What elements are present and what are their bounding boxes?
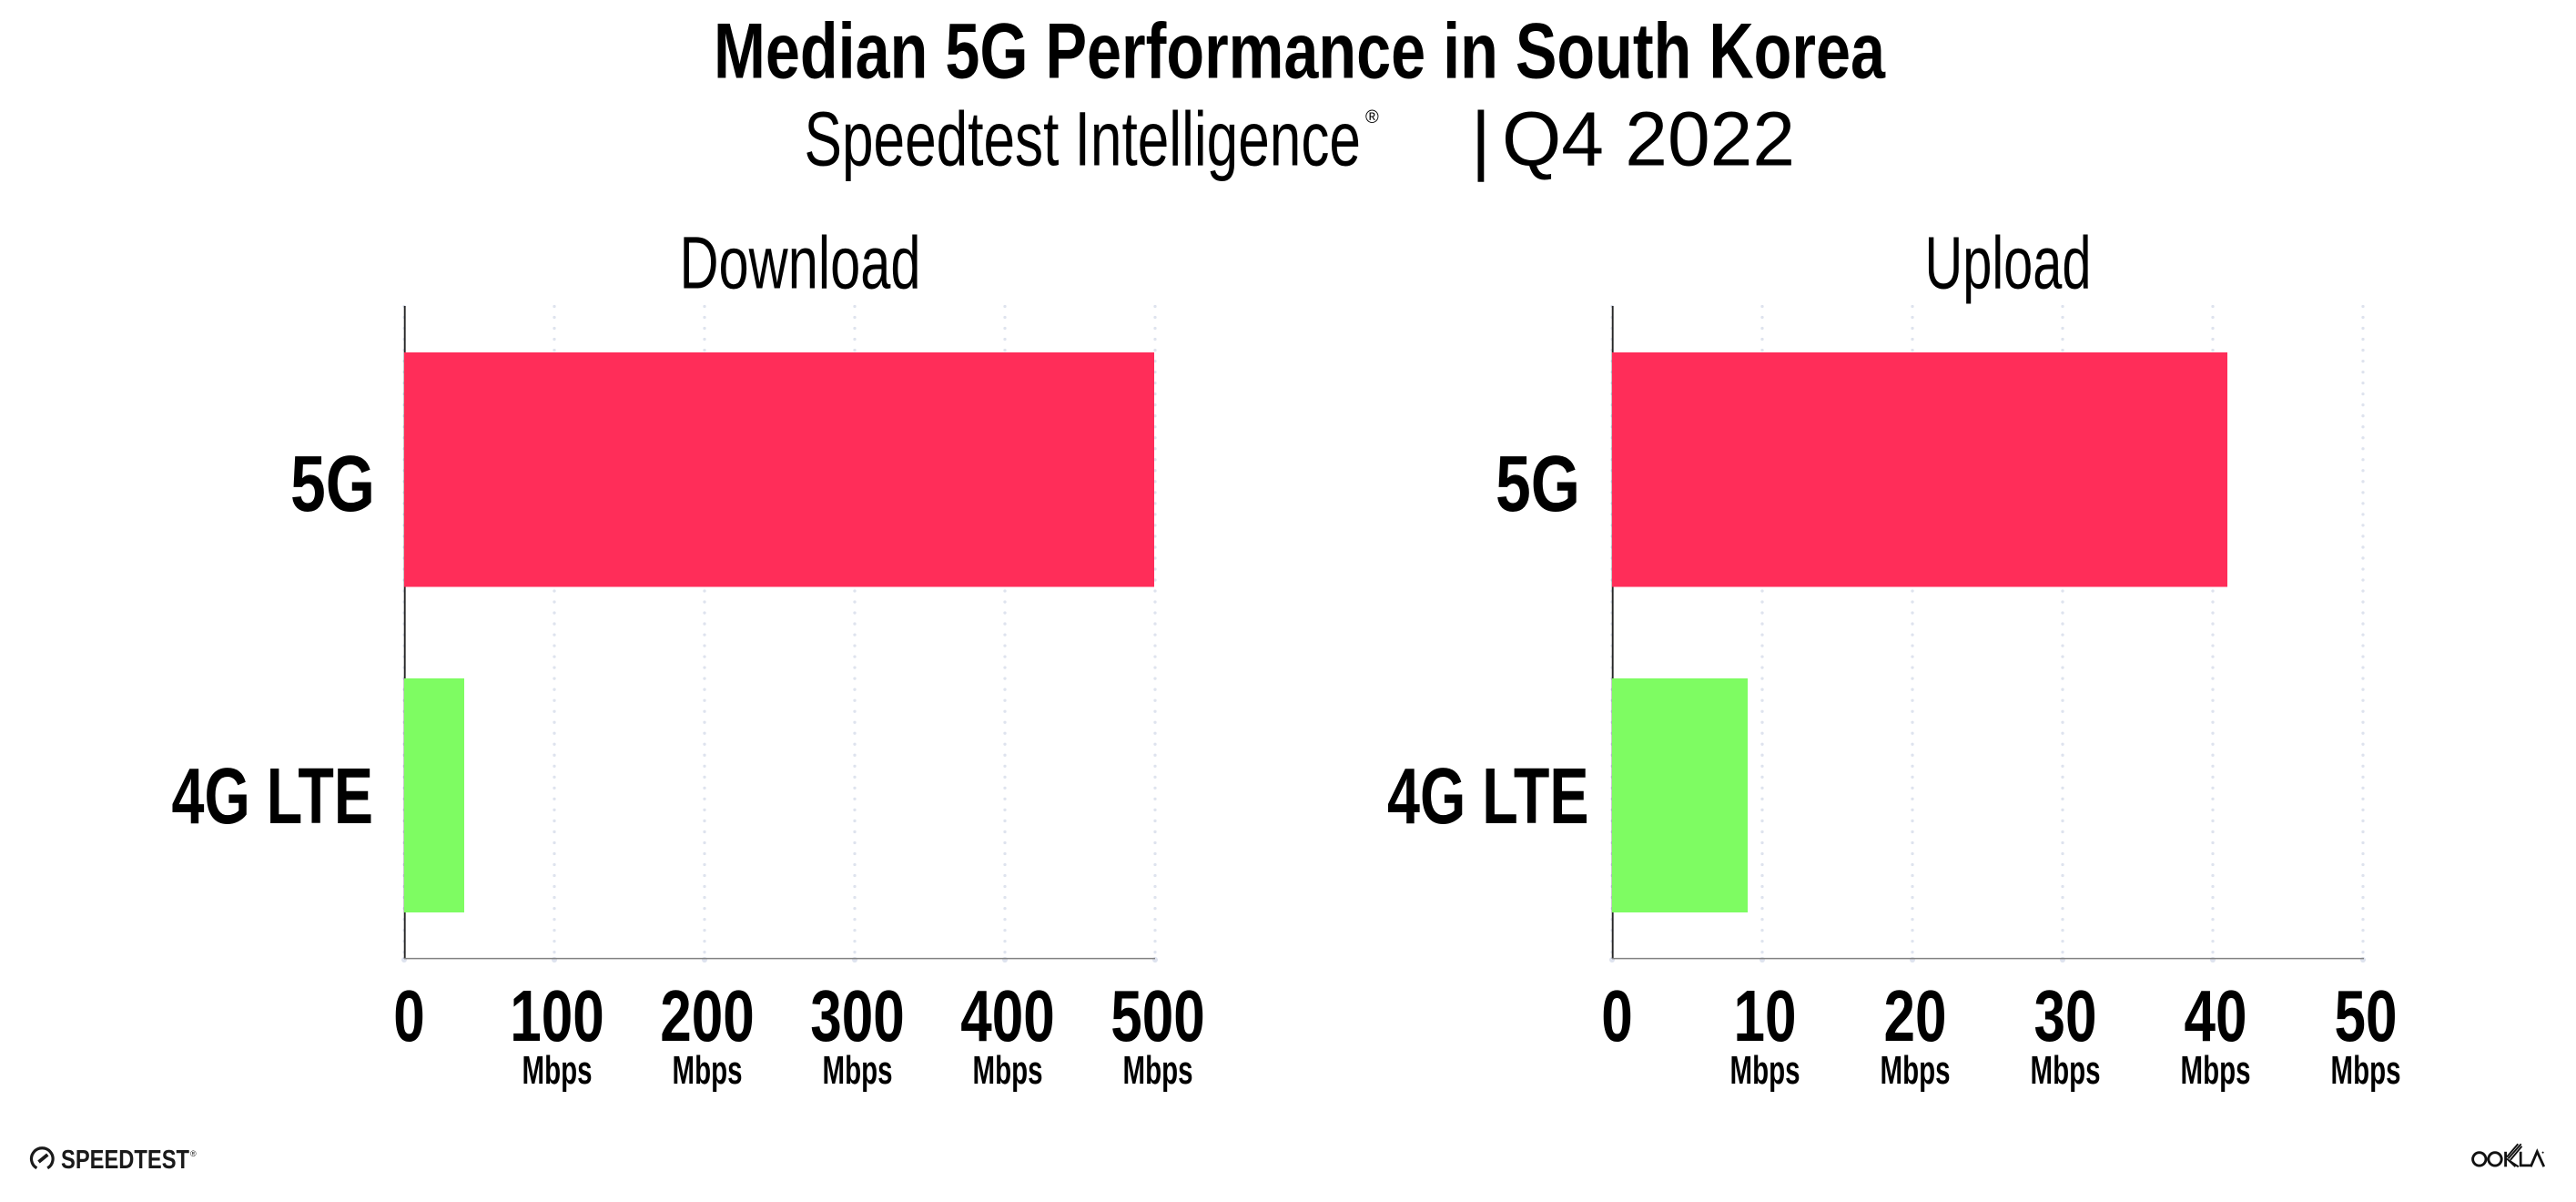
svg-text:Upload: Upload [1925, 222, 2092, 305]
svg-text:0: 0 [393, 975, 425, 1056]
svg-text:Mbps: Mbps [2181, 1048, 2251, 1093]
svg-text:Speedtest Intelligence: Speedtest Intelligence [805, 96, 1362, 181]
svg-text:Mbps: Mbps [1730, 1048, 1800, 1093]
svg-text:|: | [1471, 96, 1491, 181]
svg-text:100: 100 [510, 975, 604, 1056]
svg-text:50: 50 [2335, 975, 2398, 1056]
svg-text:4G LTE: 4G LTE [172, 752, 374, 840]
svg-text:®: ® [190, 1149, 197, 1158]
svg-text:40: 40 [2185, 975, 2247, 1056]
svg-text:5G: 5G [1496, 440, 1580, 528]
svg-text:Mbps: Mbps [1123, 1048, 1193, 1093]
svg-text:®: ® [1365, 107, 1379, 127]
svg-text:Mbps: Mbps [2331, 1048, 2401, 1093]
svg-text:Q4 2022: Q4 2022 [1502, 96, 1795, 181]
svg-text:Mbps: Mbps [522, 1048, 593, 1093]
svg-text:0: 0 [1601, 975, 1633, 1056]
svg-text:Mbps: Mbps [673, 1048, 743, 1093]
svg-text:Median 5G Performance in South: Median 5G Performance in South Korea [714, 8, 1886, 96]
svg-text:300: 300 [810, 975, 905, 1056]
svg-text:5G: 5G [290, 440, 375, 528]
svg-text:200: 200 [660, 975, 755, 1056]
svg-text:Mbps: Mbps [973, 1048, 1043, 1093]
svg-text:Mbps: Mbps [2031, 1048, 2101, 1093]
svg-text:30: 30 [2034, 975, 2097, 1056]
svg-text:Mbps: Mbps [823, 1048, 893, 1093]
svg-text:500: 500 [1111, 975, 1205, 1056]
svg-text:10: 10 [1734, 975, 1797, 1056]
svg-text:Download: Download [680, 222, 921, 305]
svg-text:Mbps: Mbps [1881, 1048, 1951, 1093]
svg-text:20: 20 [1884, 975, 1947, 1056]
svg-text:SPEEDTEST: SPEEDTEST [61, 1146, 189, 1175]
svg-text:4G LTE: 4G LTE [1387, 752, 1589, 840]
svg-text:400: 400 [960, 975, 1055, 1056]
